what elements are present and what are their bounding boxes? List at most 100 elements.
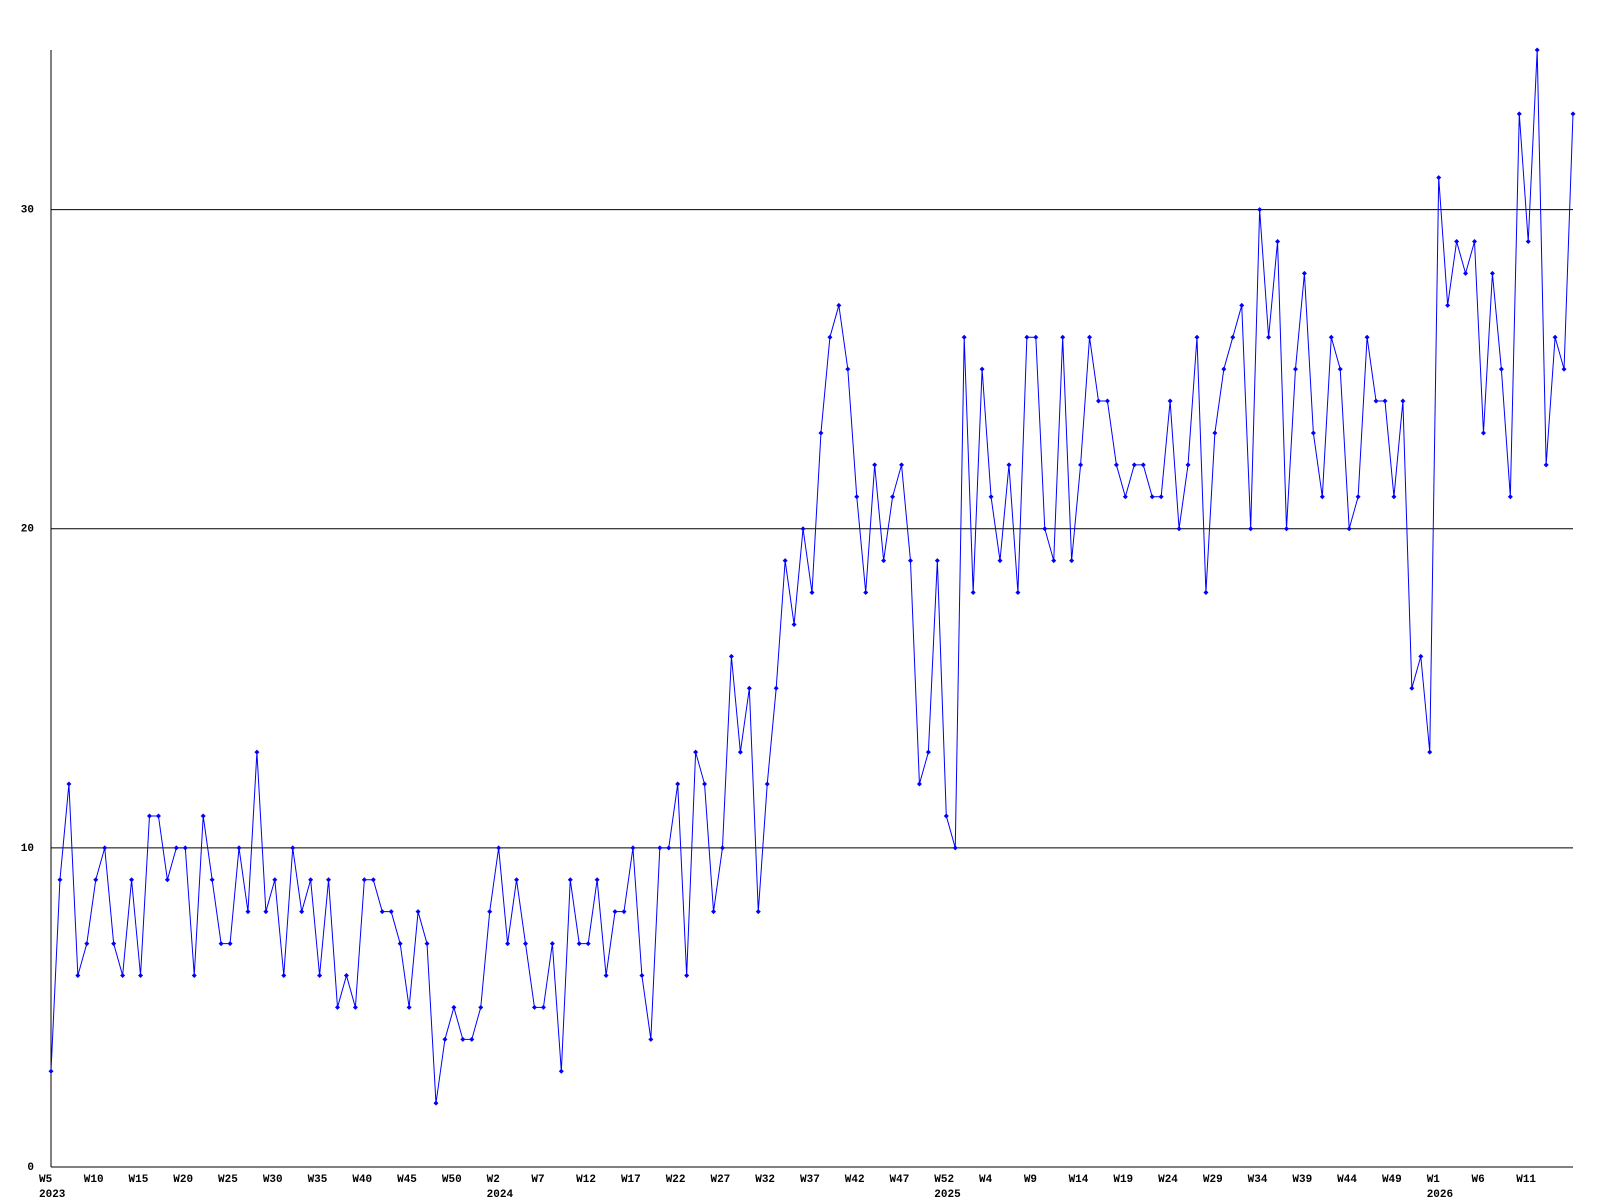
point-marker (1391, 494, 1397, 500)
point-marker (254, 749, 260, 755)
point-marker (272, 877, 278, 883)
y-tick-label: 0 (27, 1162, 34, 1174)
point-marker (970, 590, 976, 596)
point-marker (1570, 111, 1576, 117)
point-marker (514, 877, 520, 883)
point-marker (1337, 366, 1343, 372)
point-marker (451, 1004, 457, 1010)
point-marker (719, 845, 725, 851)
point-marker (1113, 462, 1119, 468)
point-marker (200, 813, 206, 819)
x-tick-label: W25 (218, 1174, 238, 1186)
x-tick-label: W34 (1248, 1174, 1268, 1186)
point-marker (1463, 270, 1469, 276)
point-marker (567, 877, 573, 883)
point-marker (666, 845, 672, 851)
point-marker (460, 1036, 466, 1042)
point-marker (1158, 494, 1164, 500)
point-marker (1292, 366, 1298, 372)
year-label: 2026 (1427, 1189, 1453, 1200)
point-marker (191, 973, 197, 979)
point-marker (549, 941, 555, 947)
point-marker (182, 845, 188, 851)
x-tick-label: W5 (39, 1174, 53, 1186)
point-marker (1409, 685, 1415, 691)
x-tick-label: W11 (1516, 1174, 1536, 1186)
x-tick-label: W17 (621, 1174, 641, 1186)
point-marker (1328, 334, 1334, 340)
point-marker (1140, 462, 1146, 468)
point-marker (1480, 430, 1486, 436)
point-marker (1257, 207, 1263, 213)
point-marker (693, 749, 699, 755)
point-marker (988, 494, 994, 500)
point-marker (728, 653, 734, 659)
point-marker (899, 462, 905, 468)
point-marker (469, 1036, 475, 1042)
x-tick-label: W47 (890, 1174, 910, 1186)
point-marker (827, 334, 833, 340)
point-marker (576, 941, 582, 947)
point-marker (1015, 590, 1021, 596)
x-tick-label: W44 (1337, 1174, 1357, 1186)
point-marker (1239, 302, 1245, 308)
point-marker (764, 781, 770, 787)
y-tick-label: 10 (21, 843, 34, 855)
x-tick-label: W15 (129, 1174, 149, 1186)
point-marker (1525, 238, 1531, 244)
point-marker (111, 941, 117, 947)
point-marker (1104, 398, 1110, 404)
point-marker (746, 685, 752, 691)
point-marker (343, 973, 349, 979)
point-marker (388, 909, 394, 915)
x-tick-label: W40 (352, 1174, 372, 1186)
x-tick-label: W14 (1069, 1174, 1089, 1186)
point-marker (433, 1100, 439, 1106)
point-marker (1516, 111, 1522, 117)
point-marker (75, 973, 81, 979)
point-marker (1364, 334, 1370, 340)
point-marker (523, 941, 529, 947)
x-tick-label: W9 (1024, 1174, 1037, 1186)
x-tick-label: W7 (531, 1174, 544, 1186)
point-marker (854, 494, 860, 500)
point-marker (863, 590, 869, 596)
point-marker (1149, 494, 1155, 500)
point-marker (997, 558, 1003, 564)
point-marker (1436, 175, 1442, 181)
point-marker (684, 973, 690, 979)
point-marker (1078, 462, 1084, 468)
point-marker (594, 877, 600, 883)
x-tick-label: W22 (666, 1174, 686, 1186)
point-marker (1203, 590, 1209, 596)
point-marker (1194, 334, 1200, 340)
point-marker (1185, 462, 1191, 468)
point-marker (406, 1004, 412, 1010)
x-tick-label: W27 (710, 1174, 730, 1186)
point-marker (379, 909, 385, 915)
x-tick-label: W49 (1382, 1174, 1402, 1186)
point-marker (1266, 334, 1272, 340)
point-marker (1543, 462, 1549, 468)
point-marker (702, 781, 708, 787)
point-marker (1095, 398, 1101, 404)
point-marker (57, 877, 63, 883)
point-marker (442, 1036, 448, 1042)
point-marker (1087, 334, 1093, 340)
point-marker (478, 1004, 484, 1010)
year-label: 2023 (39, 1189, 66, 1200)
point-marker (845, 366, 851, 372)
point-marker (979, 366, 985, 372)
x-tick-label: W2 (487, 1174, 500, 1186)
point-marker (1400, 398, 1406, 404)
point-marker (737, 749, 743, 755)
point-marker (138, 973, 144, 979)
point-marker (1418, 653, 1424, 659)
point-marker (245, 909, 251, 915)
point-marker (782, 558, 788, 564)
point-marker (66, 781, 72, 787)
x-tick-label: W4 (979, 1174, 993, 1186)
point-marker (334, 1004, 340, 1010)
x-tick-label: W39 (1292, 1174, 1312, 1186)
point-marker (487, 909, 493, 915)
